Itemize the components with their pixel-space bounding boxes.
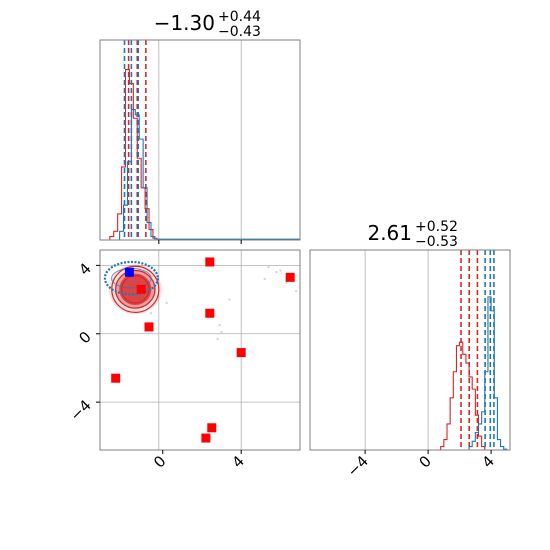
br-hist-0 [440,341,486,450]
tl-title: −1.30 +0.44 −0.43 [154,9,261,40]
br-title-value: 2.61 [367,221,412,245]
bl-faint-point-8 [228,298,231,301]
tl-grid [158,40,242,240]
br-xtick-label-0: −4 [344,452,372,480]
bl-frame [99,249,301,451]
br-xtick-label-2: 4 [478,452,497,471]
bl-ytick-label-2: 4 [75,259,94,278]
br-grid [364,250,429,450]
tl-title-plus: +0.44 [218,9,261,25]
bl-faint-point-4 [263,277,266,281]
bl-ytick-label-0: −4 [66,396,94,424]
bl-red-marker-6 [207,423,217,433]
bl-red-marker-1 [285,272,295,282]
panel-bottom-left-scatter: 0 4 −4 0 4 [66,249,301,472]
bl-red-marker-3 [144,322,154,332]
bl-red-marker-5 [111,373,121,383]
bl-red-marker-7 [201,433,211,443]
panel-top-left-histogram: −1.30 +0.44 −0.43 [99,9,301,244]
bl-blue-marker [124,267,134,277]
bl-grid [100,250,300,450]
bl-faint-point-5 [218,324,221,327]
bl-red-marker-0 [205,257,215,267]
bl-faint-point-3 [294,289,298,293]
bl-faint-point-6 [220,330,223,334]
br-title: 2.61 +0.52 −0.53 [367,219,457,250]
tl-hist-0 [109,69,158,240]
bl-xtick-label-0: 0 [150,452,169,471]
bl-red-contour-1 [115,269,156,309]
bl-faint-point-0 [267,265,270,269]
bl-faint-point-11 [285,281,288,284]
tl-frame [99,39,301,241]
tl-title-minus: −0.43 [218,24,261,40]
tl-hist-1 [119,109,156,240]
bl-faint-point-9 [165,301,168,305]
tl-ticks [158,240,242,244]
tl-title-value: −1.30 [154,11,215,35]
bl-red-marker-8 [136,284,146,294]
br-xtick-label-1: 0 [415,452,434,471]
bl-faint-point-7 [216,337,219,341]
bl-red-marker-2 [205,308,215,318]
bl-series [103,257,298,443]
br-frame [309,249,511,451]
bl-red-marker-4 [236,348,246,358]
bl-xtick-label-1: 4 [229,452,248,471]
bl-blue-contour [103,260,159,296]
br-series [440,250,508,450]
panel-bottom-right-histogram: −4 0 4 2.61 +0.52 −0.53 [309,219,511,480]
bl-ytick-label-1: 0 [75,328,94,347]
br-hist-1 [468,296,508,450]
bl-faint-point-1 [275,271,278,274]
bl-faint-point-10 [149,312,153,315]
br-ticks: −4 0 4 [344,450,498,480]
bl-faint-point-2 [279,269,282,272]
br-title-plus: +0.52 [415,219,458,235]
br-title-minus: −0.53 [415,234,458,250]
tl-series [109,40,300,240]
bl-red-density-2 [119,273,152,306]
